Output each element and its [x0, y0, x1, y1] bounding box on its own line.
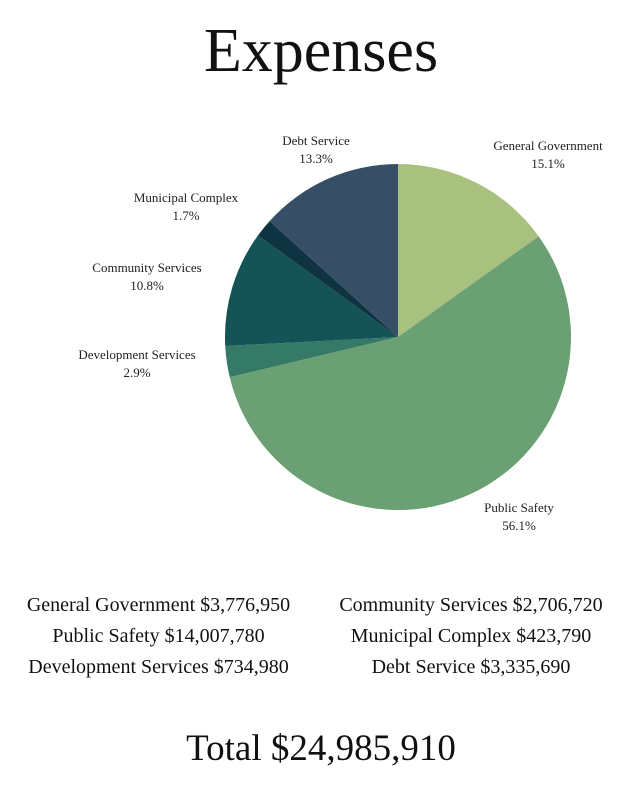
legend-item: Municipal Complex $423,790: [350, 625, 592, 647]
slice-percent-label: 15.1%: [531, 156, 565, 171]
legend-item: Debt Service $3,335,690: [371, 656, 571, 678]
pie-slice-development-services: [225, 337, 398, 378]
legend-item: Development Services $734,980: [28, 656, 289, 678]
slice-name-label: Public Safety: [484, 500, 554, 515]
pie-slice-municipal-complex: [257, 221, 398, 337]
legend-item: Community Services $2,706,720: [339, 594, 603, 616]
slice-name-label: Debt Service: [282, 133, 350, 148]
legend-item: Public Safety $14,007,780: [52, 625, 265, 647]
slice-name-label: Community Services: [92, 260, 201, 275]
legend-right-column: Community Services $2,706,720 Municipal …: [316, 590, 626, 683]
legend-left-column: General Government $3,776,950 Public Saf…: [6, 590, 311, 683]
chart-title: Expenses: [203, 17, 439, 85]
pie-slice-public-safety: [229, 236, 572, 511]
pie-chart: General Government 15.1% Public Safety 56.1…: [78, 133, 603, 533]
slice-percent-label: 2.9%: [123, 365, 150, 380]
total-amount: Total $24,985,910: [186, 728, 456, 769]
slice-percent-label: 10.8%: [130, 278, 164, 293]
slice-percent-label: 56.1%: [502, 518, 536, 533]
legend-item: General Government $3,776,950: [26, 594, 291, 616]
slice-percent-label: 13.3%: [299, 151, 333, 166]
pie-slice-community-services: [224, 235, 398, 346]
slice-name-label: General Government: [493, 138, 603, 153]
slice-percent-label: 1.7%: [172, 208, 199, 223]
slice-name-label: Development Services: [78, 347, 195, 362]
pie-slice-debt-service: [269, 164, 398, 337]
slice-name-label: Municipal Complex: [134, 190, 239, 205]
pie-slice-general-government: [398, 164, 539, 337]
